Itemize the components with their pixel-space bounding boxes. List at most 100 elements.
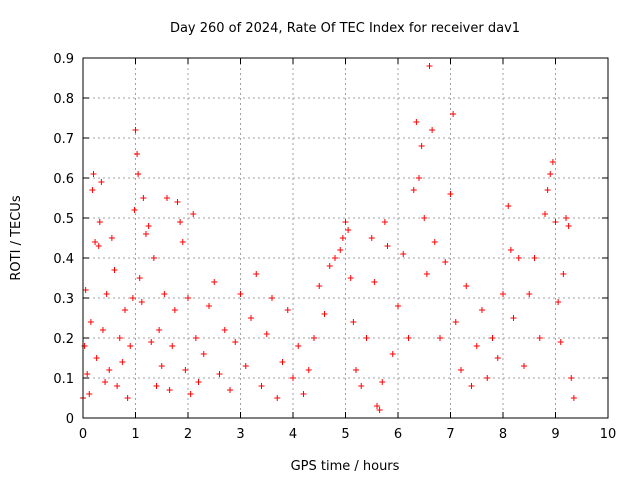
data-points (80, 63, 577, 413)
y-tick-label: 0 (66, 412, 74, 427)
data-point (347, 275, 354, 281)
x-tick-label: 7 (446, 427, 454, 442)
data-point (368, 235, 375, 241)
data-point (395, 303, 401, 309)
data-point (405, 335, 412, 341)
y-tick-label: 0.2 (53, 332, 74, 347)
data-point (423, 271, 430, 277)
data-point (131, 207, 138, 213)
data-point (381, 219, 388, 225)
data-point (565, 223, 572, 229)
data-point (350, 319, 357, 325)
data-point (410, 187, 417, 193)
data-point (84, 371, 91, 377)
data-point (552, 219, 559, 225)
data-point (122, 307, 128, 313)
data-point (258, 383, 265, 389)
data-point (86, 391, 93, 397)
data-point (227, 387, 233, 393)
data-point (124, 395, 131, 401)
y-tick-label: 0.8 (53, 92, 74, 107)
data-point (458, 367, 464, 373)
data-point (158, 363, 165, 369)
data-point (468, 383, 475, 389)
data-point (200, 351, 207, 357)
data-point (426, 63, 433, 69)
y-axis-label: ROTI / TECUs (9, 195, 24, 280)
data-point (494, 355, 501, 361)
x-tick-label: 2 (184, 427, 192, 442)
y-tick-label: 0.9 (53, 52, 74, 67)
data-point (295, 343, 302, 349)
data-point (549, 159, 556, 165)
data-point (177, 219, 184, 225)
x-tick-label: 3 (236, 427, 244, 442)
data-point (99, 327, 106, 333)
data-point (555, 299, 562, 305)
data-point (450, 111, 457, 117)
data-point (342, 219, 349, 225)
data-point (279, 359, 286, 365)
data-point (82, 287, 89, 293)
data-point (136, 275, 143, 281)
data-point (489, 335, 496, 341)
data-point (413, 119, 420, 125)
data-point (87, 319, 94, 325)
x-tick-label: 5 (341, 427, 349, 442)
data-point (253, 271, 260, 277)
x-tick-label: 10 (600, 427, 617, 442)
data-point (379, 379, 386, 385)
data-point (374, 403, 380, 409)
data-point (103, 291, 110, 297)
data-point (431, 239, 438, 245)
x-tick-label: 8 (499, 427, 507, 442)
data-point (547, 171, 554, 177)
data-point (221, 327, 228, 333)
data-point (563, 215, 569, 221)
data-point (116, 335, 123, 341)
y-tick-label: 0.5 (53, 212, 74, 227)
data-point (216, 371, 223, 377)
data-point (174, 199, 181, 205)
data-point (521, 363, 527, 369)
data-point (92, 239, 99, 245)
data-point (274, 395, 281, 401)
data-point (263, 331, 270, 337)
data-point (106, 367, 113, 373)
data-point (161, 291, 168, 297)
data-point (90, 171, 97, 177)
data-point (89, 187, 96, 193)
data-point (418, 143, 425, 149)
data-point (505, 203, 512, 209)
data-point (526, 291, 533, 297)
data-point (507, 247, 514, 253)
data-point (206, 303, 212, 309)
y-axis-ticks: 0 0.1 0.2 0.3 0.4 0.5 0.6 0.7 0.8 0.9 (53, 52, 608, 427)
data-point (119, 359, 126, 365)
data-point (132, 127, 139, 133)
data-point (164, 195, 170, 201)
data-point (190, 211, 197, 217)
data-point (371, 279, 378, 285)
data-point (531, 255, 538, 261)
y-tick-label: 0.7 (53, 132, 74, 147)
data-point (166, 387, 173, 393)
x-tick-label: 1 (131, 427, 139, 442)
data-point (138, 299, 145, 305)
data-point (156, 327, 163, 333)
data-point (437, 335, 443, 341)
data-point (111, 267, 118, 273)
data-point (150, 255, 157, 261)
data-point (153, 383, 160, 389)
data-point (311, 335, 317, 341)
data-point (284, 307, 291, 313)
data-point (542, 211, 548, 217)
data-point (484, 375, 491, 381)
data-point (337, 247, 344, 253)
data-point (515, 255, 522, 261)
data-point (376, 407, 383, 413)
data-point (248, 315, 254, 321)
data-point (416, 175, 422, 181)
x-tick-label: 6 (394, 427, 402, 442)
data-point (129, 295, 136, 301)
